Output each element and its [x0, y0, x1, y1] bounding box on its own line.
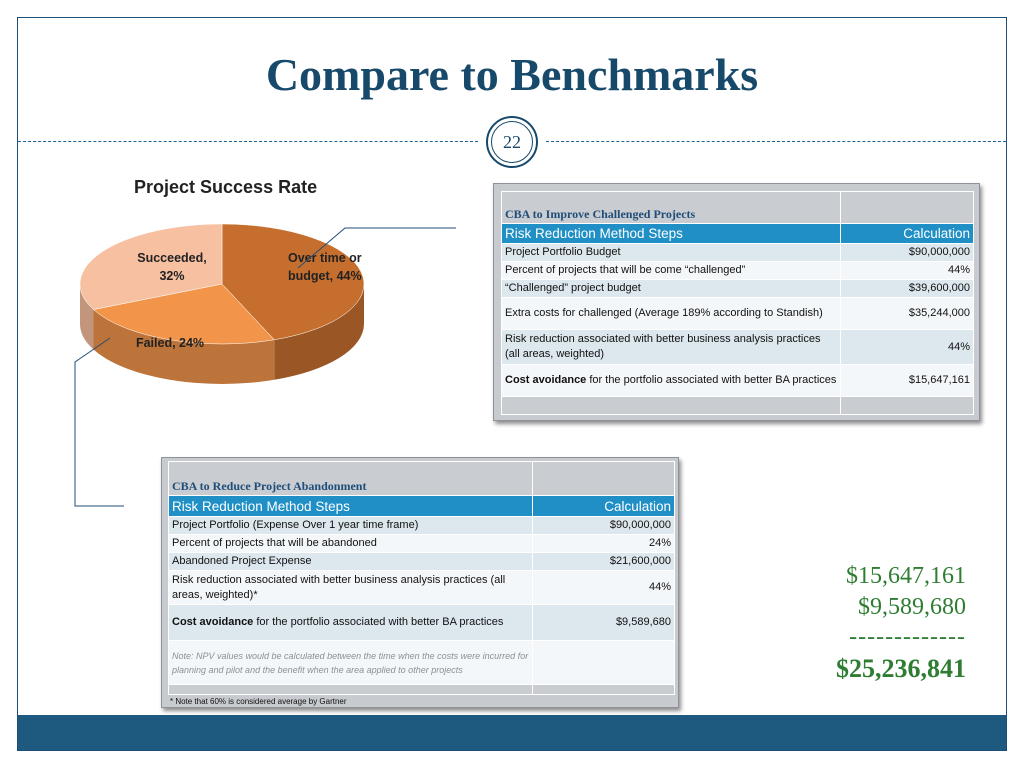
row-step: “Challenged” project budget: [501, 279, 841, 298]
slide-number: 22: [491, 121, 533, 163]
pie-label-2: Succeeded, 32%: [137, 251, 206, 283]
grand-total-value: $25,236,841: [836, 654, 966, 683]
project-abandonment-panel: CBA to Reduce Project Abandonment Risk R…: [161, 457, 679, 708]
column-header-steps: Risk Reduction Method Steps: [168, 495, 533, 517]
pie-slice-side-1: [93, 309, 275, 384]
challenged-projects-table: CBA to Improve Challenged Projects Risk …: [501, 191, 974, 415]
row-step: Extra costs for challenged (Average 189%…: [501, 297, 841, 330]
totals-divider: -------------: [849, 624, 966, 650]
row-step-cost-avoidance: Cost avoidance for the portfolio associa…: [168, 604, 533, 641]
row-calc: $39,600,000: [840, 279, 974, 298]
slide-frame: [17, 17, 1007, 751]
row-calc: 44%: [840, 261, 974, 280]
chart-title: Project Success Rate: [134, 177, 318, 197]
row-calc: $90,000,000: [532, 516, 675, 535]
cost-avoidance-label: Cost avoidance: [172, 616, 254, 628]
row-calc: 44%: [532, 570, 675, 605]
row-calc: $21,600,000: [532, 552, 675, 571]
row-calc: 24%: [532, 534, 675, 553]
title-divider-left: [18, 141, 478, 142]
pie-slice-0: [221, 223, 365, 341]
cost-avoidance-text: for the portfolio associated with better…: [253, 616, 504, 628]
row-step-cost-avoidance: Cost avoidance for the portfolio associa…: [501, 364, 841, 397]
row-step: Abandoned Project Expense: [168, 552, 533, 571]
pie-chart: Over time or budget, 44% Failed, 24% Succee…: [79, 223, 365, 384]
gartner-footnote: * Note that 60% is considered average by…: [170, 697, 347, 706]
row-calc: $15,647,161: [840, 364, 974, 397]
table-caption: CBA to Reduce Project Abandonment: [168, 461, 533, 496]
pie-label-0: Over time or budget, 44%: [288, 251, 362, 283]
pie-label-1: Failed, 24%: [136, 336, 204, 350]
pie-slice-2: [79, 223, 223, 310]
total-challenged-value: $15,647,161: [846, 563, 966, 589]
row-calc: $35,244,000: [840, 297, 974, 330]
connector-abandonment: [74, 337, 124, 507]
pie-slice-side-2: [80, 284, 94, 350]
slide-number-badge: 22: [486, 116, 538, 168]
row-step: Risk reduction associated with better bu…: [501, 329, 841, 365]
title-divider-right: [546, 141, 1006, 142]
column-header-calculation: Calculation: [532, 495, 675, 517]
npv-note: Note: NPV values would be calculated bet…: [168, 640, 533, 685]
slide-title: Compare to Benchmarks: [265, 49, 759, 100]
row-step: Project Portfolio Budget: [501, 243, 841, 262]
row-step: Project Portfolio (Expense Over 1 year t…: [168, 516, 533, 535]
challenged-projects-panel: CBA to Improve Challenged Projects Risk …: [493, 183, 980, 421]
pie-slice-1: [92, 283, 275, 345]
footer-bar: [18, 715, 1006, 750]
row-calc: $90,000,000: [840, 243, 974, 262]
column-header-steps: Risk Reduction Method Steps: [501, 223, 841, 244]
row-calc: 44%: [840, 329, 974, 365]
row-step: Risk reduction associated with better bu…: [168, 570, 533, 605]
cost-avoidance-text: for the portfolio associated with better…: [586, 374, 837, 386]
column-header-calculation: Calculation: [840, 223, 974, 244]
row-step: Percent of projects that will be come “c…: [501, 261, 841, 280]
project-abandonment-table: CBA to Reduce Project Abandonment Risk R…: [168, 461, 675, 695]
cost-avoidance-label: Cost avoidance: [505, 374, 587, 386]
total-abandonment-value: $9,589,680: [858, 594, 966, 620]
connector-challenged: [297, 227, 456, 269]
pie-slice-side-0: [274, 284, 364, 380]
row-calc: $9,589,680: [532, 604, 675, 641]
table-caption: CBA to Improve Challenged Projects: [501, 191, 841, 224]
row-step: Percent of projects that will be abandon…: [168, 534, 533, 553]
